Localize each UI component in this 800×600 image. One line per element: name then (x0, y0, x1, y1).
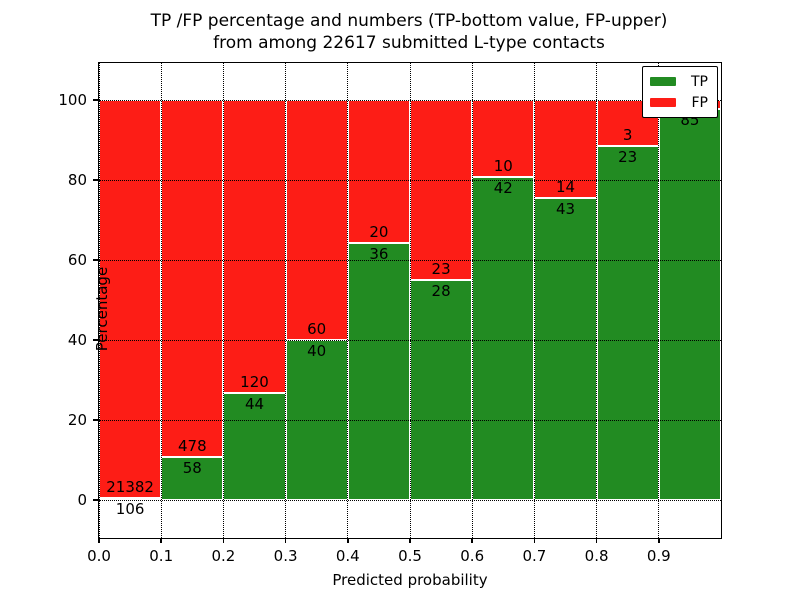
bar-segment-fp (534, 100, 597, 199)
tp-count-label: 42 (493, 178, 513, 197)
legend-label-fp: FP (691, 94, 709, 111)
x-gridline (471, 63, 473, 538)
tp-count-label: 58 (182, 458, 202, 477)
fp-count-label: 478 (177, 436, 207, 455)
x-gridline (98, 63, 100, 538)
x-tick-mark (222, 538, 225, 543)
x-tick-label: 0.4 (335, 547, 360, 565)
x-tick-mark (595, 538, 598, 543)
x-tick-mark (284, 538, 287, 543)
x-tick-label: 0.6 (460, 547, 485, 565)
tp-count-label: 44 (244, 394, 265, 413)
tp-count-label: 40 (307, 342, 327, 360)
x-gridline (658, 63, 660, 538)
bar-segment-fp (410, 100, 473, 281)
x-tick-label: 0.3 (273, 547, 298, 565)
y-tick-label: 80 (67, 171, 87, 189)
y-tick-mark (93, 339, 99, 341)
x-tick-label: 0.2 (211, 547, 236, 565)
x-tick-mark (471, 538, 473, 543)
fp-count-label: 21382 (106, 478, 154, 497)
fp-swatch-icon (650, 98, 676, 107)
x-tick-label: 0.7 (522, 547, 547, 565)
x-gridline (285, 63, 287, 538)
x-tick-mark (98, 538, 100, 543)
y-tick-mark (93, 99, 99, 101)
x-gridline (409, 63, 411, 538)
legend-item-tp: TP (650, 71, 708, 92)
x-gridline (160, 63, 162, 538)
x-tick-label: 0.5 (398, 547, 422, 565)
y-tick-mark (93, 419, 99, 421)
bar-segment-tp (347, 242, 410, 500)
bar-segment-tp (161, 456, 224, 500)
x-tick-label: 0.9 (646, 547, 671, 565)
fp-count-label: 14 (555, 178, 576, 197)
x-tick-mark (658, 538, 660, 543)
fp-count-label: 60 (307, 320, 327, 338)
bar-segment-fp (223, 100, 286, 393)
y-tick-mark (93, 499, 99, 501)
tp-count-label: 36 (369, 244, 389, 263)
fp-count-label: 3 (622, 126, 633, 145)
x-gridline (347, 63, 349, 538)
y-tick-label: 100 (58, 91, 87, 109)
chart-title-line1: TP /FP percentage and numbers (TP-bottom… (150, 11, 668, 31)
bar-segment-tp (658, 109, 721, 500)
y-axis-title: Percentage (93, 266, 111, 352)
bar-segment-tp (472, 176, 535, 500)
bar-segment-tp (410, 280, 473, 500)
x-tick-label: 0.8 (584, 547, 609, 565)
x-axis-title: Predicted probability (332, 571, 488, 589)
y-tick-label: 0 (77, 491, 87, 509)
x-gridline (596, 63, 598, 538)
x-gridline (222, 63, 224, 538)
bar-segment-tp (223, 392, 286, 500)
bar-segment-tp (534, 198, 597, 500)
plot-area: 21382 106 478 58 120 44 60 40 20 36 23 28 10 42 14 43 3 2… (58, 62, 722, 589)
chart-title: TP /FP percentage and numbers (TP-bottom… (98, 10, 720, 54)
y-tick-label: 60 (67, 251, 87, 269)
y-tick-label: 20 (67, 411, 87, 429)
fp-count-label: 23 (431, 260, 451, 279)
x-tick-label: 0.1 (149, 547, 174, 565)
tp-count-label: 106 (115, 500, 145, 519)
bar-segment-fp (99, 100, 162, 499)
x-tick-mark (160, 538, 162, 543)
x-tick-mark (533, 538, 536, 543)
y-tick-label: 40 (67, 331, 87, 349)
x-tick-mark (409, 538, 411, 543)
tp-count-label: 43 (555, 200, 576, 219)
bar-segment-fp (161, 100, 224, 457)
tp-swatch-icon (650, 77, 676, 86)
legend: TP FP (642, 66, 718, 118)
bar-segment-fp (472, 100, 535, 177)
y-tick-mark (93, 179, 99, 181)
chart-title-line2: from among 22617 submitted L-type contac… (213, 33, 605, 53)
bar-segment-tp (596, 146, 659, 500)
tp-count-label: 23 (618, 148, 638, 167)
fp-count-label: 120 (240, 372, 269, 391)
y-tick-mark (93, 259, 99, 261)
x-tick-mark (347, 538, 349, 543)
bar-segment-fp (347, 100, 410, 243)
x-gridline (533, 63, 535, 538)
x-tick-label: 0.0 (87, 547, 111, 565)
fp-count-label: 10 (493, 156, 513, 175)
tp-count-label: 28 (431, 282, 451, 301)
legend-label-tp: TP (691, 73, 708, 90)
legend-item-fp: FP (650, 92, 708, 113)
bar-segment-fp (285, 100, 348, 340)
fp-count-label: 20 (369, 222, 389, 241)
